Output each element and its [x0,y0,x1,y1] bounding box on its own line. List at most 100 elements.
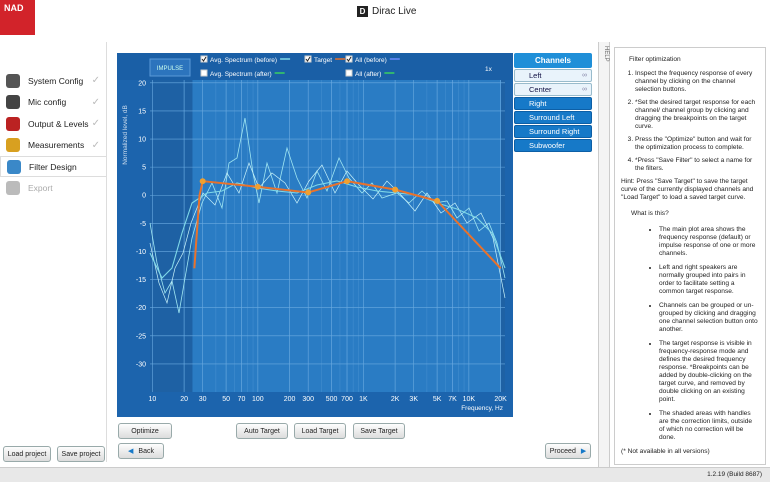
check-mark [201,56,207,62]
x-tick-label: 70 [238,396,246,403]
sidebar-item[interactable]: Measurements ✓ [0,135,106,156]
channel-label: Right [529,99,547,108]
channel-button[interactable]: Right [514,97,592,110]
y-tick-label: 0 [142,193,146,200]
x-tick-label: 500 [326,396,338,403]
load-project-button[interactable]: Load project [3,446,51,462]
save-project-button[interactable]: Save project [57,446,105,462]
channel-button[interactable]: Subwoofer [514,139,592,152]
correction-limit-low [150,80,193,392]
save-target-button[interactable]: Save Target [353,423,405,439]
check-mark [346,56,352,62]
channel-label: Left [529,71,542,80]
y-tick-label: 15 [138,108,146,115]
x-axis-label: Frequency, Hz [461,405,503,412]
sidebar-label: System Config [28,75,84,86]
breakpoint[interactable] [392,186,399,193]
breakpoint[interactable] [305,189,312,196]
breakpoint[interactable] [254,183,261,190]
auto-target-button[interactable]: Auto Target [236,423,288,439]
check-icon: ✓ [91,139,100,151]
help-step: Press the "Optimize" button and wait for… [635,136,759,152]
checkbox-label: All (after) [355,71,381,78]
x-tick-label: 20 [180,396,188,403]
proceed-label: Proceed [549,447,576,455]
plot-panel: 10 20 30 50 70 100 200 300 500 700 1K 2K 3K 5K 7K 10K 20… [117,53,513,417]
check-mark [305,56,311,62]
link-icon: ∞ [582,86,587,93]
channel-button[interactable]: Left ∞ [514,69,592,82]
x-tick-label: 2K [391,396,400,403]
breakpoint[interactable] [434,197,441,204]
help-bullet: The main plot area shows the frequency r… [659,226,759,258]
checkbox-label: All (before) [355,57,387,64]
help-bullet: Left and right speakers are normally gro… [659,264,759,296]
x-tick-label: 50 [222,396,230,403]
checkbox-label: Avg. Spectrum (before) [210,57,277,64]
sidebar-label: Mic config [28,97,67,107]
x-tick-label: 3K [409,396,418,403]
x-tick-label: 1K [359,396,368,403]
y-tick-label: -20 [136,305,146,312]
help-panel: Filter optimization Inspect the frequenc… [614,47,766,465]
breakpoint[interactable] [344,178,351,185]
plot-area [150,80,505,392]
checkbox-label: Avg. Spectrum (after) [210,71,272,78]
y-tick-label: -10 [136,249,146,256]
sidebar-item[interactable]: Export [0,178,106,199]
x-tick-label: 5K [433,396,442,403]
help-bullet: The target response is visible in freque… [659,340,759,404]
channel-label: Surround Left [529,113,575,122]
sidebar-icon [6,138,20,152]
sidebar-item[interactable]: Output & Levels ✓ [0,113,106,134]
y-tick-label: 10 [138,137,146,144]
link-icon: ∞ [582,72,587,79]
y-tick-label: 20 [138,80,146,87]
sidebar-label: Export [28,183,53,193]
back-button[interactable]: ◀ Back [118,443,164,459]
sidebar-label: Filter Design [29,161,77,172]
x-tick-label: 700 [341,396,353,403]
sidebar-label: Output & Levels [28,118,89,129]
y-tick-label: -5 [140,221,146,228]
sidebar-icon [7,159,21,174]
back-label: Back [138,447,154,455]
app-title-box: D Dirac Live [357,6,416,17]
checkbox[interactable] [200,55,208,63]
channel-button[interactable]: Surround Left [514,111,592,124]
sidebar-icon [6,73,20,88]
check-icon: ✓ [91,96,100,108]
impulse-button[interactable] [149,58,191,77]
x-tick-label: 20K [494,396,507,403]
help-tab-label: HELP [603,46,609,62]
logo: NAD [0,0,35,35]
x-tick-label: 10 [148,396,156,403]
help-step: Inspect the frequency response of every … [635,70,759,94]
help-tab[interactable]: HELP [598,42,610,467]
help-steps: Inspect the frequency response of every … [621,70,759,173]
channel-button[interactable]: Surround Right [514,125,592,138]
optimize-button[interactable]: Optimize [118,423,172,439]
sidebar-item[interactable]: Mic config ✓ [0,92,106,113]
help-what: What is this? [631,210,669,217]
sidebar-item[interactable]: System Config ✓ [0,70,106,91]
checkbox[interactable] [345,69,353,77]
help-hint: Hint: Press "Save Target" to save the ta… [621,178,754,201]
y-tick-label: -15 [136,277,146,284]
load-target-button[interactable]: Load Target [294,423,346,439]
checkbox[interactable] [200,69,208,77]
measured-all-before [149,161,506,305]
proceed-button[interactable]: Proceed ▶ [545,443,591,459]
channel-button[interactable]: Center ∞ [514,83,592,96]
help-bullets: The main plot area shows the frequency r… [621,226,759,442]
help-step: *Set the desired target response for eac… [635,99,759,131]
sidebar-icon [6,95,20,109]
help-bullet: Channels can be grouped or un-grouped by… [659,302,759,334]
channels-header: Channels [514,53,592,68]
breakpoint[interactable] [199,178,206,185]
sidebar-item[interactable]: Filter Design [0,156,107,177]
checkbox[interactable] [304,55,312,63]
checkbox[interactable] [345,55,353,63]
x-tick-label: 300 [302,396,314,403]
channel-label: Surround Right [529,127,580,136]
